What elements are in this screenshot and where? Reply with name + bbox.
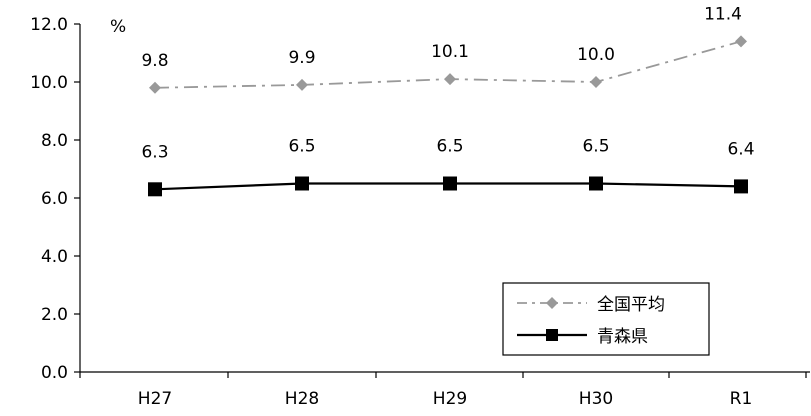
data-point-square <box>734 179 748 194</box>
data-point-diamond <box>296 78 308 91</box>
data-point-diamond <box>149 81 161 94</box>
data-label: 6.5 <box>436 137 463 157</box>
data-label: 6.5 <box>582 137 609 157</box>
x-tick-label: H30 <box>579 389 613 409</box>
data-label: 6.4 <box>727 139 754 159</box>
y-axis-unit: % <box>110 17 126 37</box>
data-point-square <box>295 176 309 191</box>
y-tick-labels: 0.0 2.0 4.0 6.0 8.0 10.0 12.0 <box>30 15 68 383</box>
x-tick-label: H29 <box>433 389 467 409</box>
x-tick-labels: H27 H28 H29 H30 R1 <box>138 389 753 409</box>
legend-box <box>502 282 710 356</box>
x-tick-label: R1 <box>730 389 753 409</box>
data-point-square <box>443 176 457 191</box>
y-tick-label: 10.0 <box>30 73 68 93</box>
y-tick-label: 2.0 <box>41 305 68 325</box>
data-label: 9.9 <box>288 48 315 68</box>
axes <box>74 23 810 378</box>
y-tick-label: 6.0 <box>41 189 68 209</box>
y-tick-label: 8.0 <box>41 131 68 151</box>
data-point-square <box>589 176 603 191</box>
legend-marker-diamond <box>546 297 558 309</box>
data-label: 11.4 <box>704 4 742 24</box>
y-tick-label: 4.0 <box>41 247 68 267</box>
legend-label: 青森県 <box>597 327 648 347</box>
data-point-diamond <box>444 73 456 86</box>
x-tick-label: H28 <box>285 389 319 409</box>
data-label: 10.1 <box>431 42 469 62</box>
data-label: 9.8 <box>141 51 168 71</box>
data-point-square <box>148 182 162 197</box>
data-labels: 9.8 9.9 10.1 10.0 11.4 6.3 6.5 6.5 6.5 6.4 <box>141 4 754 162</box>
legend-label: 全国平均 <box>597 295 665 315</box>
data-label: 6.5 <box>288 137 315 157</box>
data-label: 10.0 <box>577 45 615 65</box>
data-label: 6.3 <box>141 142 168 162</box>
legend-marker-square <box>546 329 558 341</box>
y-tick-label: 0.0 <box>41 363 68 383</box>
x-tick-label: H27 <box>138 389 172 409</box>
series-group <box>148 35 748 197</box>
data-point-diamond <box>590 76 602 88</box>
y-tick-label: 12.0 <box>30 15 68 35</box>
data-point-diamond <box>735 35 747 48</box>
